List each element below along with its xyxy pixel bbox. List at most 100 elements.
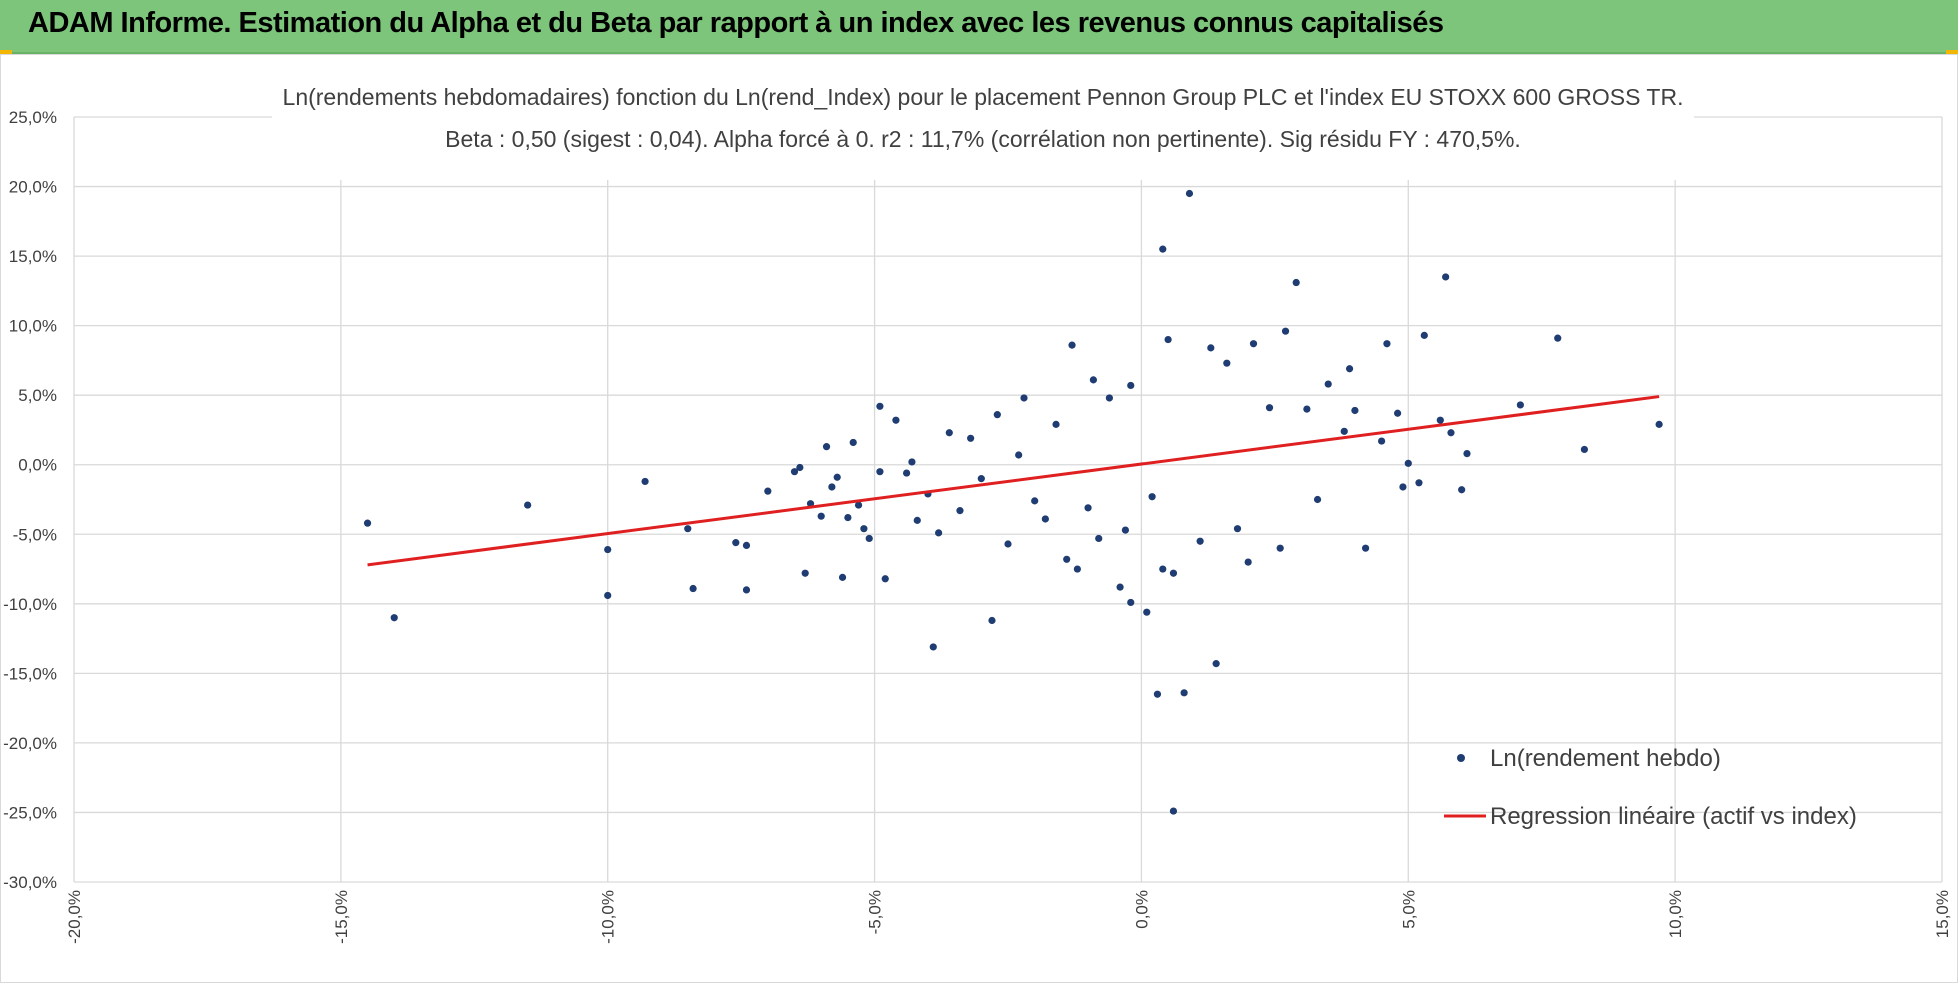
data-point xyxy=(1404,459,1412,467)
data-point xyxy=(1148,493,1156,501)
chart-title: Ln(rendements hebdomadaires) fonction du… xyxy=(283,84,1684,110)
data-point xyxy=(689,584,697,593)
data-point xyxy=(854,501,863,509)
data-point xyxy=(1121,526,1130,534)
data-point xyxy=(1020,394,1028,402)
data-point xyxy=(1004,540,1012,548)
data-point xyxy=(1105,394,1114,402)
legend: Ln(rendement hebdo) Regression linéaire (… xyxy=(1444,745,1857,830)
data-point xyxy=(1436,416,1444,424)
data-point xyxy=(1153,690,1162,698)
data-point xyxy=(1313,495,1322,504)
x-tick-label: -15,0% xyxy=(332,890,351,944)
data-point xyxy=(817,512,825,520)
x-tick-label: -10,0% xyxy=(599,890,618,944)
data-point xyxy=(876,468,884,476)
data-point xyxy=(1143,608,1151,616)
data-point xyxy=(1223,359,1231,367)
data-point xyxy=(1233,525,1242,533)
data-point xyxy=(1554,334,1562,342)
scatter-chart: 25,0% 20,0% 15,0% 10,0% 5,0% 0,0% -5,0% -10,0% -… xyxy=(0,54,1958,983)
data-point xyxy=(363,519,372,527)
title-banner: ADAM Informe. Estimation du Alpha et du … xyxy=(0,0,1958,54)
data-point xyxy=(1415,479,1423,487)
y-tick-label: 25,0% xyxy=(9,108,57,127)
data-point xyxy=(1292,278,1300,287)
y-tick-label: 5,0% xyxy=(18,386,57,405)
data-point xyxy=(881,575,889,583)
data-point xyxy=(902,469,911,477)
data-point xyxy=(1159,565,1167,573)
data-point xyxy=(1127,598,1135,607)
data-point xyxy=(1127,381,1135,390)
data-point xyxy=(967,434,975,442)
banner-title: ADAM Informe. Estimation du Alpha et du … xyxy=(28,7,1444,39)
data-point xyxy=(876,402,884,410)
data-point xyxy=(865,534,873,543)
data-point xyxy=(1458,486,1466,494)
legend-marker-scatter xyxy=(1457,754,1465,762)
data-point xyxy=(732,539,740,547)
data-point xyxy=(1212,660,1220,668)
data-point xyxy=(641,477,649,486)
data-point xyxy=(1655,420,1663,428)
data-point xyxy=(1303,405,1311,413)
data-point xyxy=(1169,807,1178,815)
data-point xyxy=(742,586,751,594)
x-tick-label: -5,0% xyxy=(866,890,885,934)
legend-label-line: Regression linéaire (actif vs index) xyxy=(1490,803,1857,830)
x-tick-label: 10,0% xyxy=(1666,890,1685,938)
chart-area: 25,0% 20,0% 15,0% 10,0% 5,0% 0,0% -5,0% -10,0% -… xyxy=(0,54,1958,983)
data-point xyxy=(956,507,964,515)
data-point xyxy=(1031,497,1039,505)
data-point xyxy=(1089,376,1097,384)
data-point xyxy=(1340,427,1348,435)
data-point xyxy=(1244,558,1252,566)
y-tick-label: -5,0% xyxy=(13,525,57,544)
data-point xyxy=(1095,534,1103,543)
data-point xyxy=(1041,515,1049,523)
title-backdrop xyxy=(272,72,1694,180)
y-tick-label: -25,0% xyxy=(3,803,57,822)
data-point xyxy=(1063,555,1071,563)
data-point xyxy=(1378,437,1386,445)
chart-subtitle: Beta : 0,50 (sigest : 0,04). Alpha forcé… xyxy=(445,126,1521,152)
data-point xyxy=(1015,451,1023,459)
data-point xyxy=(1084,504,1092,512)
data-point xyxy=(1351,406,1359,415)
data-point xyxy=(1399,483,1407,491)
y-tick-label: -20,0% xyxy=(3,734,57,753)
data-point xyxy=(524,501,532,509)
data-point xyxy=(1116,583,1124,591)
data-point xyxy=(1073,565,1081,573)
data-point xyxy=(1580,445,1589,454)
data-point xyxy=(908,458,916,466)
y-tick-label: -15,0% xyxy=(3,664,57,683)
data-point xyxy=(1361,544,1370,552)
y-tick-label: 10,0% xyxy=(9,317,57,336)
data-point xyxy=(1442,273,1450,281)
data-point xyxy=(849,438,857,447)
y-tick-label: 20,0% xyxy=(9,178,57,197)
data-point xyxy=(977,475,985,483)
data-point xyxy=(913,516,921,524)
data-point xyxy=(790,468,799,476)
x-tick-label: 0,0% xyxy=(1132,890,1151,929)
data-point xyxy=(1324,380,1332,388)
data-point xyxy=(1394,409,1402,417)
data-point xyxy=(1276,544,1284,552)
legend-label-scatter: Ln(rendement hebdo) xyxy=(1490,745,1721,772)
data-point xyxy=(1207,344,1215,352)
data-point xyxy=(1383,340,1391,348)
data-point xyxy=(1159,245,1167,253)
data-point xyxy=(1196,537,1204,545)
y-tick-label: -30,0% xyxy=(3,873,57,892)
y-tick-label: 0,0% xyxy=(18,456,57,475)
data-point xyxy=(1185,189,1194,198)
data-point xyxy=(1068,341,1076,349)
data-point xyxy=(604,545,612,554)
data-point xyxy=(1463,450,1471,458)
data-point xyxy=(828,483,836,491)
data-point xyxy=(1249,340,1258,348)
data-point xyxy=(1265,404,1274,412)
